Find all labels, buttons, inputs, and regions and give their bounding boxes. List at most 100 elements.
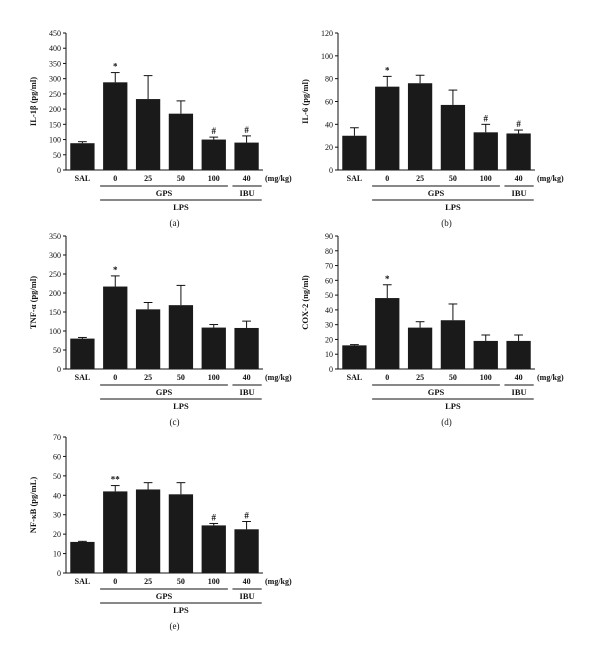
bar — [70, 338, 95, 369]
y-tick-label: 400 — [49, 44, 61, 53]
y-tick-label: 20 — [325, 143, 333, 152]
x-tick-label: 0 — [113, 373, 117, 382]
x-tick-label: SAL — [75, 373, 91, 382]
significance-mark: # — [212, 512, 217, 522]
y-tick-label: 30 — [53, 511, 61, 520]
group-label-ibu: IBU — [512, 188, 527, 198]
x-tick-label: 100 — [208, 174, 220, 183]
bar — [70, 143, 95, 170]
bar — [135, 99, 161, 170]
x-tick-label: 0 — [385, 174, 389, 183]
bar — [440, 104, 466, 170]
treatment-label: LPS — [445, 401, 461, 411]
significance-mark: * — [113, 265, 118, 275]
y-tick-label: 120 — [321, 29, 333, 38]
y-tick-label: 80 — [325, 247, 333, 256]
unit-label: (mg/kg) — [265, 577, 292, 586]
x-tick-label: 0 — [113, 174, 117, 183]
y-tick-label: 10 — [325, 350, 333, 359]
y-tick-label: 20 — [53, 530, 61, 539]
treatment-label: LPS — [445, 202, 461, 212]
bar — [473, 340, 498, 369]
significance-mark: * — [385, 274, 390, 284]
y-tick-label: 50 — [325, 291, 333, 300]
significance-mark: # — [244, 511, 249, 521]
significance-mark: # — [516, 119, 521, 129]
group-label-gps: GPS — [428, 387, 445, 397]
bar — [234, 327, 259, 369]
bar — [506, 340, 531, 369]
significance-mark: # — [244, 125, 249, 135]
bar — [103, 286, 128, 369]
x-tick-label: 40 — [243, 577, 251, 586]
unit-label: (mg/kg) — [265, 174, 292, 183]
treatment-label: LPS — [173, 401, 189, 411]
y-tick-label: 350 — [49, 232, 61, 241]
y-tick-label: 300 — [49, 75, 61, 84]
bar — [201, 525, 226, 573]
y-tick-label: 0 — [57, 365, 61, 374]
bar — [70, 541, 95, 573]
y-tick-label: 40 — [325, 120, 333, 129]
bar — [201, 139, 226, 170]
chart-panel-2: 0 20 40 60 80 100 120 IL-6 (pg/ml) SAL * 0 25 50 #100… — [300, 29, 564, 228]
x-tick-label: 25 — [416, 174, 424, 183]
group-label-ibu: IBU — [240, 591, 255, 601]
panel-label: (e) — [170, 621, 180, 631]
y-tick-label: 60 — [325, 98, 333, 107]
y-tick-label: 70 — [325, 262, 333, 271]
bar — [168, 305, 194, 369]
y-tick-label: 0 — [57, 569, 61, 578]
group-label-ibu: IBU — [240, 188, 255, 198]
x-tick-label: 25 — [144, 577, 152, 586]
y-tick-label: 150 — [49, 308, 61, 317]
y-tick-label: 70 — [53, 433, 61, 442]
group-label-gps: GPS — [156, 591, 173, 601]
x-tick-label: 100 — [208, 577, 220, 586]
x-tick-label: 40 — [515, 373, 523, 382]
group-label-gps: GPS — [156, 387, 173, 397]
y-tick-label: 60 — [53, 452, 61, 461]
y-tick-label: 200 — [49, 105, 61, 114]
bar — [135, 309, 161, 369]
y-tick-label: 80 — [325, 75, 333, 84]
bar — [407, 327, 433, 369]
unit-label: (mg/kg) — [537, 174, 564, 183]
x-tick-label: 100 — [208, 373, 220, 382]
bar — [103, 82, 128, 170]
bar — [407, 83, 433, 170]
x-tick-label: 50 — [449, 174, 457, 183]
unit-label: (mg/kg) — [265, 373, 292, 382]
y-tick-label: 60 — [325, 276, 333, 285]
bar — [234, 529, 259, 573]
bar — [342, 135, 367, 170]
x-tick-label: 25 — [416, 373, 424, 382]
x-tick-label: 50 — [449, 373, 457, 382]
y-tick-label: 20 — [325, 335, 333, 344]
significance-mark: * — [113, 62, 118, 72]
y-tick-label: 350 — [49, 59, 61, 68]
bar — [375, 298, 400, 369]
y-axis-label: COX-2 (ng/ml) — [300, 275, 310, 330]
y-axis-label: IL-1β (pg/ml) — [28, 77, 38, 126]
y-tick-label: 50 — [53, 151, 61, 160]
y-tick-label: 10 — [53, 550, 61, 559]
panel-label: (c) — [170, 417, 180, 427]
x-tick-label: SAL — [75, 174, 91, 183]
y-tick-label: 30 — [325, 321, 333, 330]
bar — [135, 489, 161, 573]
x-tick-label: 25 — [144, 373, 152, 382]
x-tick-label: 50 — [177, 577, 185, 586]
x-tick-label: 100 — [480, 174, 492, 183]
x-tick-label: 100 — [480, 373, 492, 382]
y-tick-label: 0 — [329, 365, 333, 374]
x-tick-label: 0 — [113, 577, 117, 586]
x-tick-label: 40 — [243, 174, 251, 183]
chart-panel-3: 0 50 100 150 200 250 300 350 TNF-α (pg/ml) SAL * 0 2… — [28, 232, 292, 427]
x-tick-label: 25 — [144, 174, 152, 183]
y-tick-label: 50 — [53, 346, 61, 355]
y-tick-label: 300 — [49, 251, 61, 260]
bar — [168, 113, 194, 170]
significance-mark: ** — [111, 475, 121, 485]
